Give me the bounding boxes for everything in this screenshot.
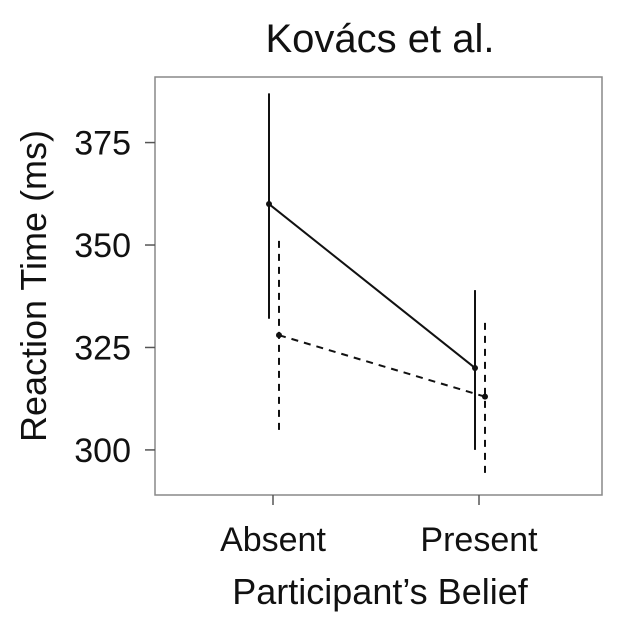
data-point	[266, 201, 272, 208]
series-layer	[266, 93, 488, 479]
y-tick-label: 300	[74, 432, 131, 470]
x-tick-label: Present	[420, 521, 538, 559]
x-axis: Absent Present	[220, 495, 538, 559]
x-axis-title: Participant’s Belief	[232, 571, 528, 612]
data-point	[472, 364, 478, 371]
y-axis-title: Reaction Time (ms)	[13, 130, 54, 442]
chart-title: Kovács et al.	[265, 17, 494, 61]
y-tick-label: 350	[74, 227, 131, 265]
x-tick-label: Absent	[220, 521, 326, 559]
plot-frame	[154, 76, 603, 496]
series-dashed	[276, 240, 488, 479]
y-tick-label: 325	[74, 329, 131, 367]
data-point	[482, 393, 488, 400]
series-line	[278, 334, 486, 398]
series-solid	[266, 93, 478, 450]
data-point	[276, 332, 282, 339]
series-line	[268, 203, 476, 369]
y-axis: 300 325 350 375	[74, 125, 155, 470]
y-tick-label: 375	[74, 125, 131, 163]
